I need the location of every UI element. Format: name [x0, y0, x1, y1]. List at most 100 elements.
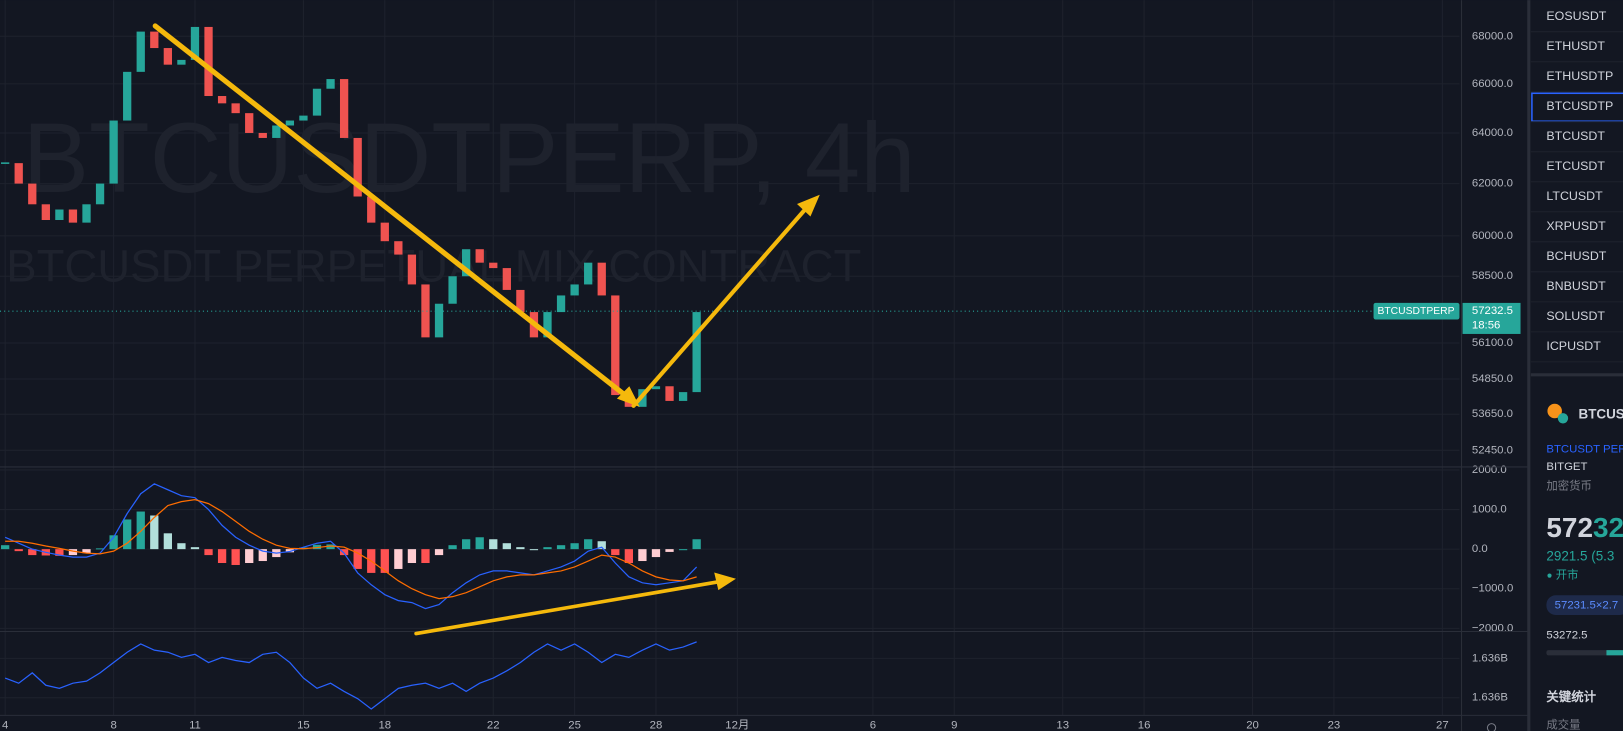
symbol-description[interactable]: BTCUSDT PERF: [1546, 443, 1623, 455]
histogram-bar: [502, 543, 511, 550]
candle: [82, 204, 91, 223]
grid: [0, 0, 1460, 716]
candle: [231, 103, 240, 114]
watchlist-item[interactable]: ETCUSDT: [1546, 159, 1605, 173]
candle: [95, 183, 105, 205]
y-tick-label: 54850.0: [1472, 373, 1513, 385]
y-tick-label: 52450.0: [1472, 444, 1513, 456]
candle: [584, 262, 593, 285]
candle: [245, 113, 254, 133]
volume-label: 成交量: [1546, 718, 1580, 731]
price-tail: 32: [1593, 512, 1623, 543]
x-tick-label: 27: [1436, 720, 1449, 731]
watchlist-item[interactable]: BNBUSDT: [1546, 279, 1606, 293]
settings-icon[interactable]: [1486, 723, 1497, 731]
candle: [692, 312, 701, 393]
watchlist-item[interactable]: ICPUSDT: [1546, 339, 1601, 353]
watchlist-item[interactable]: BCHUSDT: [1546, 249, 1606, 263]
y-tick-label: 62000.0: [1472, 178, 1513, 190]
candle: [556, 295, 566, 313]
symbol-tag: [1373, 302, 1460, 320]
x-tick-label: 18: [378, 720, 391, 731]
candle: [665, 386, 674, 401]
x-tick-label: 20: [1246, 720, 1259, 731]
candle: [611, 295, 620, 396]
candle: [516, 289, 525, 313]
watchlist-item[interactable]: EOSUSDT: [1546, 9, 1606, 23]
trend-arrow: [414, 580, 721, 636]
histogram-bar: [150, 515, 159, 550]
symbol-name: BTCUS: [1578, 407, 1623, 422]
histogram-bar: [95, 548, 105, 550]
histogram-bar: [570, 543, 579, 550]
candle: [272, 125, 281, 138]
histogram-bar: [448, 545, 457, 550]
y-tick-label: −2000.0: [1472, 622, 1513, 634]
histogram-bar: [394, 549, 403, 569]
candle: [299, 115, 308, 121]
candle: [380, 222, 389, 242]
candle: [394, 241, 403, 255]
candle: [434, 303, 444, 338]
histogram-bar: [231, 549, 240, 565]
candle: [258, 132, 267, 138]
x-tick-label: 13: [1056, 720, 1069, 731]
candle: [123, 71, 132, 121]
watermark-title: BTCUSDTPERP, 4h: [23, 103, 916, 214]
key-stats: 关键统计: [1546, 689, 1596, 704]
side-panel: BTCUS BTCUSDT PERF BITGET 加密货币 57232 292…: [1530, 9, 1623, 731]
y-tick-label: 58500.0: [1472, 270, 1513, 282]
watchlist-item[interactable]: SOLUSDT: [1546, 309, 1605, 323]
candle: [475, 249, 484, 263]
histogram-bar: [462, 539, 471, 550]
candle: [339, 79, 349, 138]
signal-line: [5, 499, 697, 600]
histogram-bar: [665, 549, 674, 552]
histogram-bar: [543, 547, 552, 550]
candle: [136, 31, 145, 72]
price-tag-countdown: 18:56: [1472, 320, 1500, 332]
day-low: 53272.5: [1546, 630, 1587, 642]
histogram-bar: [597, 541, 606, 550]
histogram-bar: [489, 539, 498, 550]
histogram-bar: [638, 549, 647, 562]
histogram-bar: [556, 545, 566, 550]
y-tick-label: 1.636B: [1472, 692, 1508, 704]
candle: [150, 31, 159, 49]
annotations: [152, 23, 820, 636]
coin-icon: [1547, 403, 1562, 419]
watchlist-item[interactable]: ETHUSDT: [1546, 39, 1605, 53]
x-tick-label: 28: [650, 720, 663, 731]
candle: [204, 26, 213, 97]
x-tick-label: 22: [487, 720, 500, 731]
x-tick-label: 8: [110, 720, 116, 731]
y-tick-label: 53650.0: [1472, 408, 1513, 420]
candle: [190, 26, 200, 60]
candle: [651, 386, 661, 390]
histogram-bar: [14, 549, 23, 552]
watchlist-item[interactable]: ETHUSDTP: [1546, 69, 1613, 83]
candle: [543, 312, 552, 338]
watchlist-item[interactable]: BTCUSDTP: [1546, 99, 1613, 113]
candle: [41, 204, 50, 221]
watchlist-item[interactable]: XRPUSDT: [1546, 219, 1606, 233]
watchlist-item[interactable]: LTCUSDT: [1546, 189, 1603, 203]
histogram-bar: [55, 549, 64, 556]
histogram-bar: [516, 547, 525, 550]
histogram-bar: [123, 519, 132, 550]
candle: [421, 284, 430, 338]
y-tick-label: 56100.0: [1472, 337, 1513, 349]
candle: [217, 96, 227, 104]
candle: [28, 183, 37, 205]
candle: [597, 262, 606, 296]
histogram-bar: [190, 547, 200, 550]
candle: [163, 48, 172, 65]
histogram-bar: [326, 544, 335, 550]
x-tick-label: 16: [1138, 720, 1151, 731]
watchlist-item[interactable]: BTCUSDT: [1546, 129, 1605, 143]
histogram-bar: [380, 549, 389, 573]
price-tag: [1462, 302, 1521, 334]
last-price: 57232: [1546, 512, 1623, 543]
